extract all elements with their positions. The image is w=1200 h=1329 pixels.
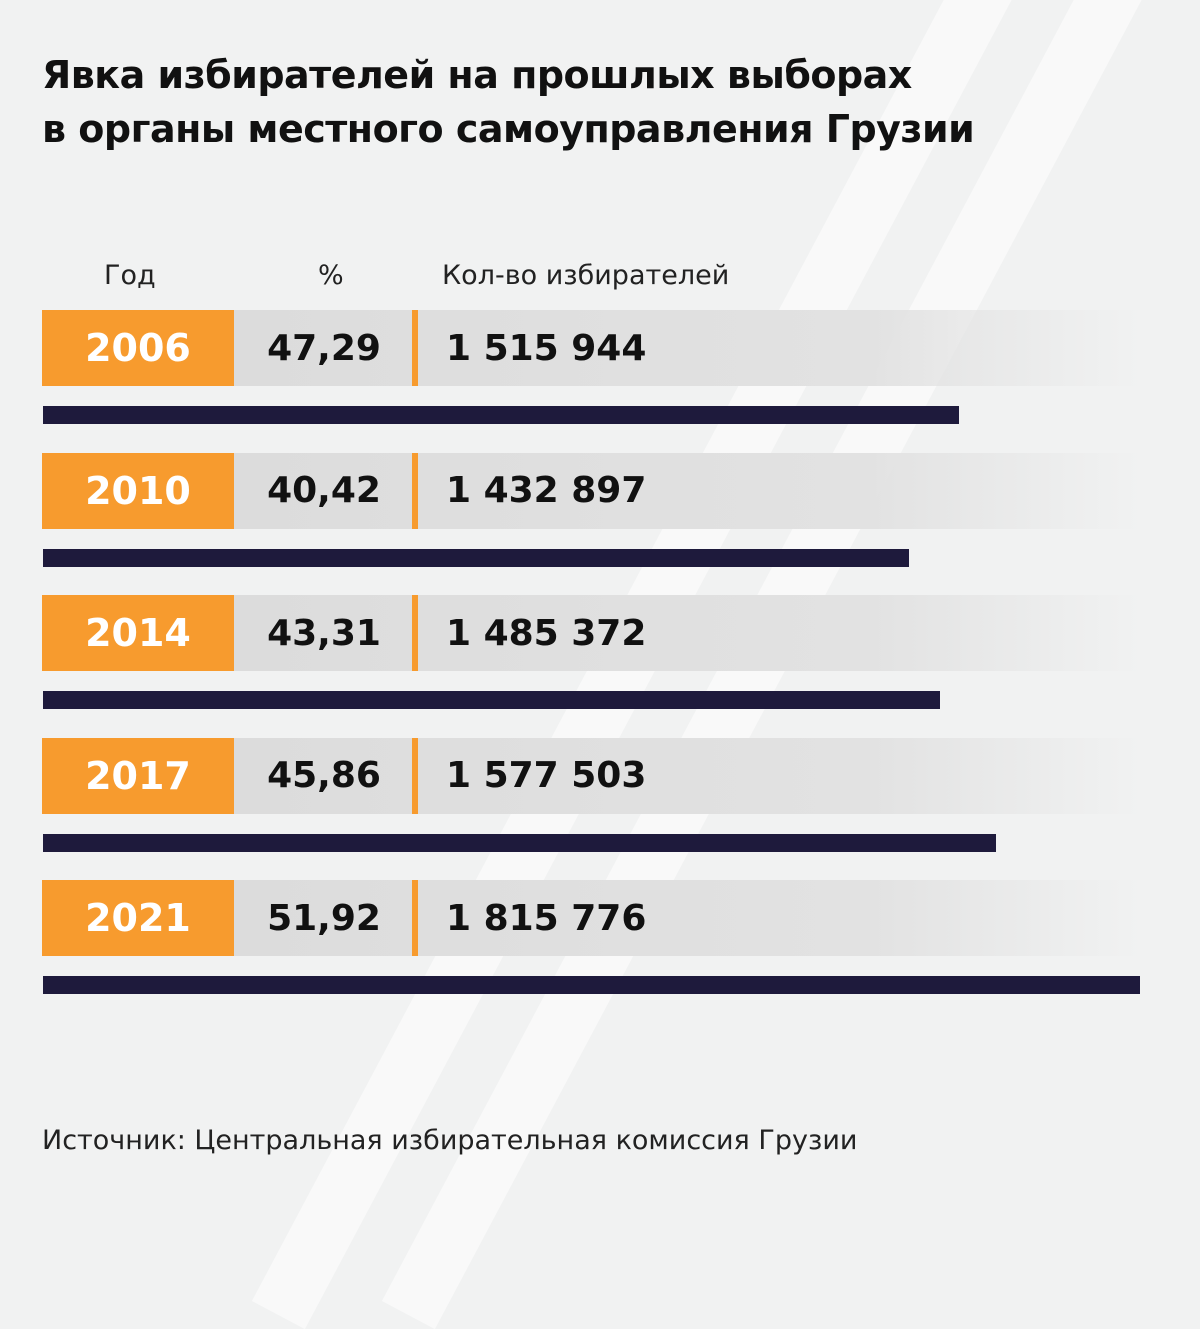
voters-bar-2014: [43, 691, 941, 709]
chart-title: Явка избирателей на прошлых выборах в орг…: [42, 53, 975, 151]
voters-bar-2010: [43, 548, 909, 567]
voters-bar-2006: [43, 406, 959, 424]
year-label: 2006: [42, 310, 234, 386]
row-background: [234, 737, 1142, 814]
voters-label: 1 515 944: [446, 327, 647, 369]
year-label: 2017: [42, 737, 234, 814]
year-label: 2014: [42, 595, 234, 671]
percent-label: 51,92: [267, 897, 381, 939]
percent-label: 40,42: [267, 470, 381, 511]
table-row: 2014 43,31 1 485 372: [42, 595, 1142, 671]
column-header-year: Год: [104, 260, 156, 291]
table-row: 2017 45,86 1 577 503: [42, 737, 1142, 814]
column-header-percent: %: [318, 260, 344, 291]
separator: [412, 880, 418, 956]
voters-bar-2017: [43, 833, 997, 852]
voters-bar-2021: [43, 976, 1140, 994]
separator: [412, 595, 418, 671]
voters-label: 1 432 897: [446, 470, 647, 511]
voters-label: 1 815 776: [446, 897, 647, 939]
row-background: [234, 880, 1142, 956]
separator: [412, 452, 418, 529]
row-background: [234, 310, 1142, 386]
table-row: 2021 51,92 1 815 776: [42, 880, 1142, 956]
separator: [412, 310, 418, 386]
source-note: Источник: Центральная избирательная коми…: [42, 1125, 858, 1156]
percent-label: 45,86: [267, 755, 381, 796]
separator: [412, 737, 418, 814]
column-header-voters: Кол-во избирателей: [442, 260, 730, 291]
row-background: [234, 595, 1142, 671]
voters-label: 1 577 503: [446, 755, 647, 796]
percent-label: 47,29: [267, 327, 381, 369]
year-label: 2010: [42, 452, 234, 529]
table-row: 2010 40,42 1 432 897: [42, 452, 1142, 529]
row-background: [234, 452, 1142, 529]
percent-label: 43,31: [267, 612, 381, 654]
voters-label: 1 485 372: [446, 612, 647, 654]
table-row: 2006 47,29 1 515 944: [42, 310, 1142, 386]
year-label: 2021: [42, 880, 234, 956]
